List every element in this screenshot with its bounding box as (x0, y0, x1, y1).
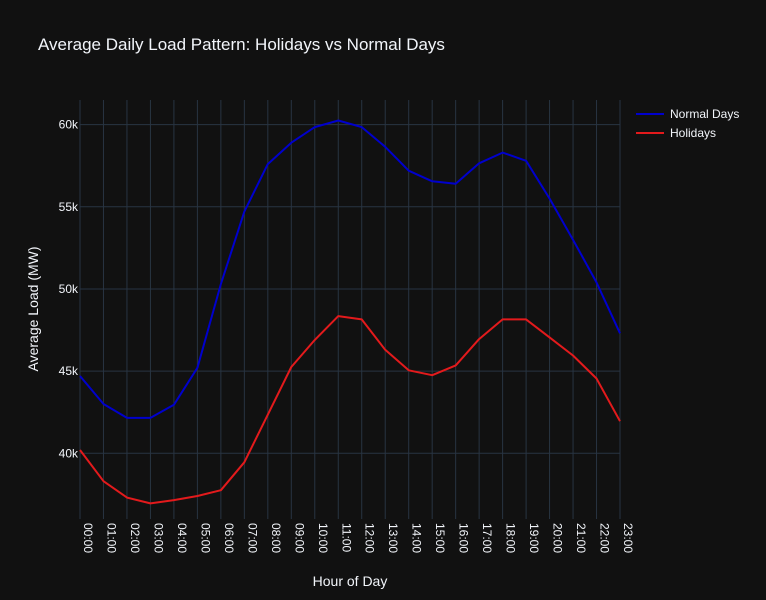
x-tick-label: 13:00 (386, 523, 400, 553)
y-tick-label: 55k (59, 200, 79, 214)
y-tick-label: 40k (59, 446, 79, 460)
series-layer (79, 119, 621, 505)
x-tick-label: 07:00 (245, 523, 259, 553)
x-tick-label: 11:00 (339, 523, 353, 552)
x-tick-label: 21:00 (574, 523, 588, 553)
x-tick-label: 04:00 (175, 523, 189, 553)
y-axis-title: Average Load (MW) (25, 246, 41, 371)
x-tick-label: 14:00 (410, 523, 424, 553)
x-tick-label: 22:00 (598, 523, 612, 553)
series-line-0[interactable] (79, 119, 621, 419)
legend-item[interactable]: Holidays (636, 126, 716, 140)
x-tick-label: 12:00 (363, 523, 377, 553)
x-tick-label: 16:00 (457, 523, 471, 553)
y-tick-label: 50k (59, 282, 79, 296)
legend-label: Normal Days (670, 107, 739, 121)
x-tick-label: 20:00 (551, 523, 565, 553)
x-tick-label: 05:00 (198, 523, 212, 553)
y-gridlines (80, 124, 620, 454)
y-tick-label: 45k (59, 364, 79, 378)
x-tick-label: 18:00 (504, 523, 518, 553)
x-tick-label: 19:00 (527, 523, 541, 553)
x-tick-label: 09:00 (292, 523, 306, 553)
y-tick-labels: 40k 45k 50k 55k 60k (59, 118, 79, 461)
legend[interactable]: Normal Days Holidays (636, 107, 739, 140)
series-line-1[interactable] (79, 315, 621, 505)
x-tick-label: 02:00 (128, 523, 142, 553)
x-tick-label: 15:00 (433, 523, 447, 553)
legend-label: Holidays (670, 126, 716, 140)
x-gridlines (79, 100, 621, 519)
x-tick-label: 03:00 (151, 523, 165, 553)
y-tick-label: 60k (59, 118, 79, 132)
x-tick-label: 23:00 (621, 523, 635, 553)
x-tick-label: 00:00 (81, 523, 95, 553)
x-tick-label: 10:00 (316, 523, 330, 553)
x-tick-label: 17:00 (480, 523, 494, 553)
x-tick-label: 01:00 (104, 523, 118, 553)
x-tick-labels: 00:00 01:00 02:00 03:00 04:00 05:00 06:00 07:00… (81, 523, 635, 553)
x-tick-label: 06:00 (222, 523, 236, 553)
x-tick-label: 08:00 (269, 523, 283, 553)
chart-title: Average Daily Load Pattern: Holidays vs … (38, 35, 445, 54)
x-axis-title: Hour of Day (313, 573, 388, 589)
legend-item[interactable]: Normal Days (636, 107, 739, 121)
